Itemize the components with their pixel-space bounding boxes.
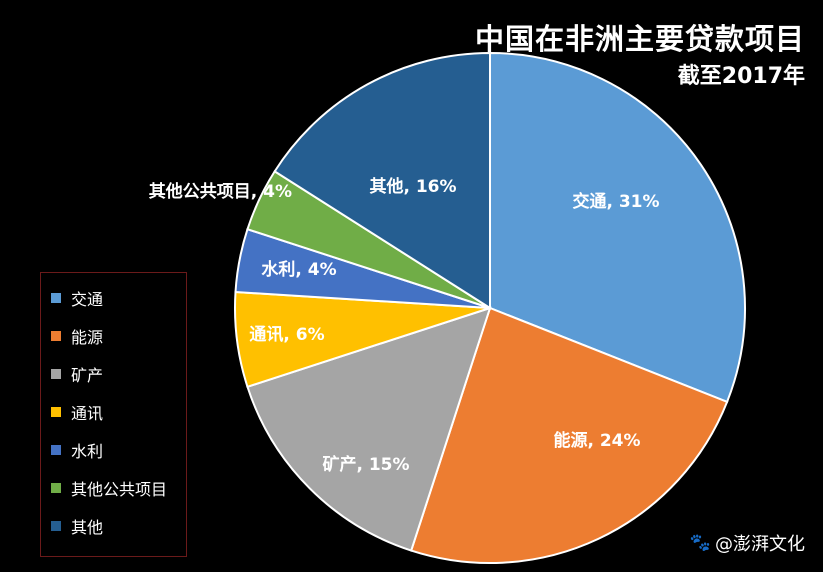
chart-title: 中国在非洲主要贷款项目	[474, 22, 805, 56]
legend-label: 水利	[71, 442, 104, 461]
watermark: 🐾 @澎湃文化	[690, 530, 805, 556]
pie-slice-2	[246, 306, 492, 552]
pie-slice-6	[273, 51, 491, 310]
legend-swatch	[51, 407, 61, 417]
legend-swatch	[51, 331, 61, 341]
slice-label-3: 通讯, 6%	[249, 325, 324, 345]
slice-label-1: 能源, 24%	[553, 430, 640, 451]
legend-label: 其他公共项目	[71, 480, 168, 499]
legend-swatch	[51, 483, 61, 493]
legend-item-public: 其他公共项目	[51, 477, 167, 499]
legend-swatch	[51, 521, 61, 531]
slice-label-4: 水利, 4%	[261, 259, 336, 280]
legend-label: 交通	[71, 290, 104, 309]
slice-label-6: 其他, 16%	[369, 176, 456, 197]
slice-label-0: 交通, 31%	[572, 191, 659, 212]
chart-subtitle: 截至2017年	[677, 64, 805, 89]
legend-item-mining: 矿产	[51, 363, 103, 385]
pie-slice-0	[489, 51, 746, 404]
legend-label: 矿产	[71, 366, 104, 385]
legend-item-energy: 能源	[51, 325, 103, 347]
legend-label: 能源	[71, 328, 104, 347]
legend: 交通 能源 矿产 通讯 水利 其他公共项目 其他	[40, 272, 187, 557]
watermark-text: @澎湃文化	[715, 534, 805, 555]
legend-swatch	[51, 369, 61, 379]
legend-item-transport: 交通	[51, 287, 103, 309]
legend-item-other: 其他	[51, 515, 103, 537]
legend-swatch	[51, 445, 61, 455]
legend-item-telecom: 通讯	[51, 401, 103, 423]
legend-swatch	[51, 293, 61, 303]
paw-icon: 🐾	[689, 533, 711, 553]
slice-label-5: 其他公共项目, 4%	[149, 181, 292, 202]
pie-slice-1	[409, 306, 729, 564]
slice-label-2: 矿产, 15%	[322, 454, 409, 475]
legend-label: 其他	[71, 518, 104, 537]
legend-item-water: 水利	[51, 439, 103, 461]
legend-label: 通讯	[71, 404, 104, 423]
